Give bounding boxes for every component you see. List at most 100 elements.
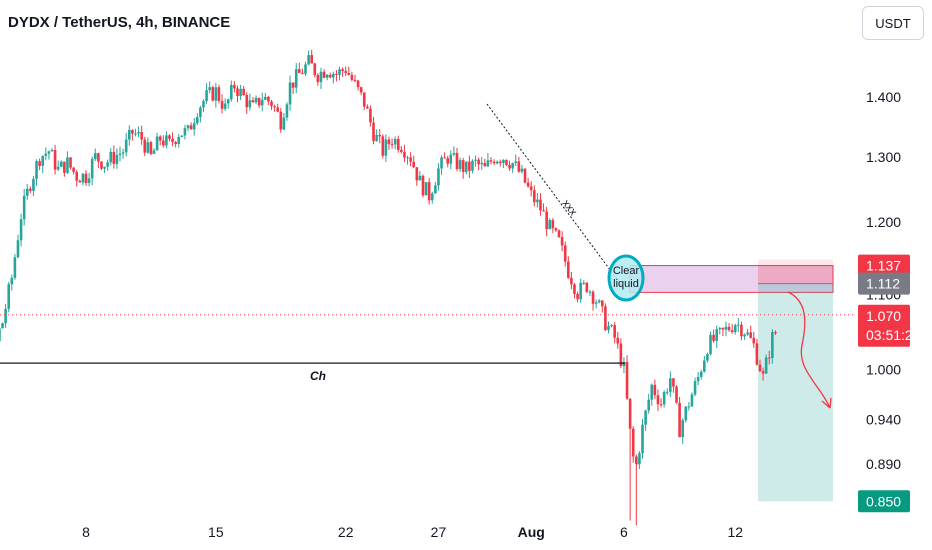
chart-title: DYDX / TetherUS, 4h, BINANCE	[8, 14, 231, 31]
candle-body	[393, 138, 397, 145]
candle-body	[294, 69, 298, 88]
candle-body	[709, 334, 712, 355]
candle-body	[223, 103, 227, 109]
candle-body	[514, 161, 518, 164]
candle-body	[183, 128, 187, 136]
candle-body	[276, 107, 279, 112]
candle-body	[199, 107, 202, 118]
candle-body	[307, 55, 310, 65]
candle-body	[458, 160, 462, 170]
candle-body	[319, 71, 323, 83]
candle-body	[706, 354, 709, 361]
candle-body	[749, 332, 753, 338]
candle-body	[248, 100, 252, 108]
candle-body	[684, 406, 688, 421]
candle-body	[109, 151, 113, 163]
candle-body	[601, 300, 604, 307]
price-tag-countdown: 03:51:22	[866, 327, 921, 343]
currency-selector-button[interactable]: USDT	[862, 6, 924, 40]
price-tag-value: 1.137	[866, 258, 901, 274]
candle-body	[498, 161, 502, 163]
candle-body	[69, 157, 72, 168]
candle-body	[353, 79, 357, 81]
candle-body	[168, 135, 171, 139]
candle-body	[567, 261, 570, 278]
candle-body	[387, 139, 391, 145]
candle-body	[662, 392, 666, 405]
candle-body	[724, 326, 728, 330]
clear-liquid-marker	[607, 254, 645, 302]
candle-body	[434, 185, 437, 194]
candle-body	[335, 73, 338, 75]
candle-body	[359, 87, 363, 93]
price-tag-0-850	[858, 490, 910, 513]
candle-body	[406, 157, 409, 159]
y-tick-label: 1.200	[866, 214, 901, 230]
candle-body	[455, 152, 459, 170]
candle-body	[427, 182, 431, 201]
candle-body	[687, 406, 691, 408]
candle-body	[468, 161, 471, 171]
candle-body	[610, 325, 613, 327]
candle-body	[733, 325, 737, 333]
candle-body	[755, 343, 759, 365]
candle-body	[585, 282, 589, 292]
candle-body	[449, 154, 453, 164]
price-tag-value: 1.112	[866, 276, 900, 292]
y-tick-label: 0.890	[866, 456, 901, 472]
candle-body	[196, 117, 199, 124]
y-tick-label: 1.000	[866, 362, 901, 378]
candle-body	[137, 132, 140, 134]
candle-body	[403, 152, 406, 158]
candle-body	[508, 164, 511, 169]
candle-body	[158, 136, 162, 141]
candle-body	[560, 237, 564, 246]
y-tick-label: 0.940	[866, 412, 901, 428]
candle-body	[310, 55, 313, 64]
candle-body	[254, 97, 258, 103]
candle-body	[115, 154, 119, 164]
candle-body	[192, 123, 196, 130]
candle-body	[693, 381, 697, 395]
candle-body	[659, 404, 663, 406]
price-tag-value: 1.070	[866, 308, 901, 324]
candle-body	[344, 71, 347, 73]
candle-body	[712, 334, 715, 341]
target-zone	[758, 283, 833, 502]
candle-body	[118, 153, 122, 155]
candle-body	[25, 188, 29, 196]
candle-body	[557, 230, 561, 238]
candle-body	[604, 306, 607, 331]
candle-body	[152, 150, 156, 154]
candle-body	[424, 182, 428, 196]
candle-body	[505, 159, 508, 165]
candle-body	[143, 139, 147, 153]
candle-body	[415, 167, 419, 181]
candle-body	[576, 293, 579, 300]
candle-body	[644, 410, 647, 425]
candle-body	[171, 138, 174, 143]
candle-body	[236, 88, 239, 97]
x-tick-label: 27	[431, 524, 447, 540]
candle-body	[613, 325, 616, 338]
candle-body	[366, 106, 369, 109]
clear-liquid-label-2: liquid	[613, 278, 639, 290]
candle-body	[165, 135, 168, 146]
candle-body	[121, 152, 125, 154]
candle-body	[81, 173, 85, 183]
candle-body	[767, 357, 771, 359]
candle-body	[63, 161, 66, 173]
candle-body	[103, 166, 106, 169]
y-tick-label: 1.300	[866, 149, 901, 165]
candle-body	[87, 178, 91, 183]
candle-body	[752, 337, 756, 344]
candle-body	[124, 139, 128, 153]
candle-body	[66, 157, 69, 173]
candle-body	[304, 64, 307, 74]
candle-body	[727, 326, 731, 331]
candle-body	[771, 332, 774, 359]
candle-body	[400, 149, 403, 153]
candle-body	[384, 139, 388, 156]
candle-body	[174, 142, 177, 144]
